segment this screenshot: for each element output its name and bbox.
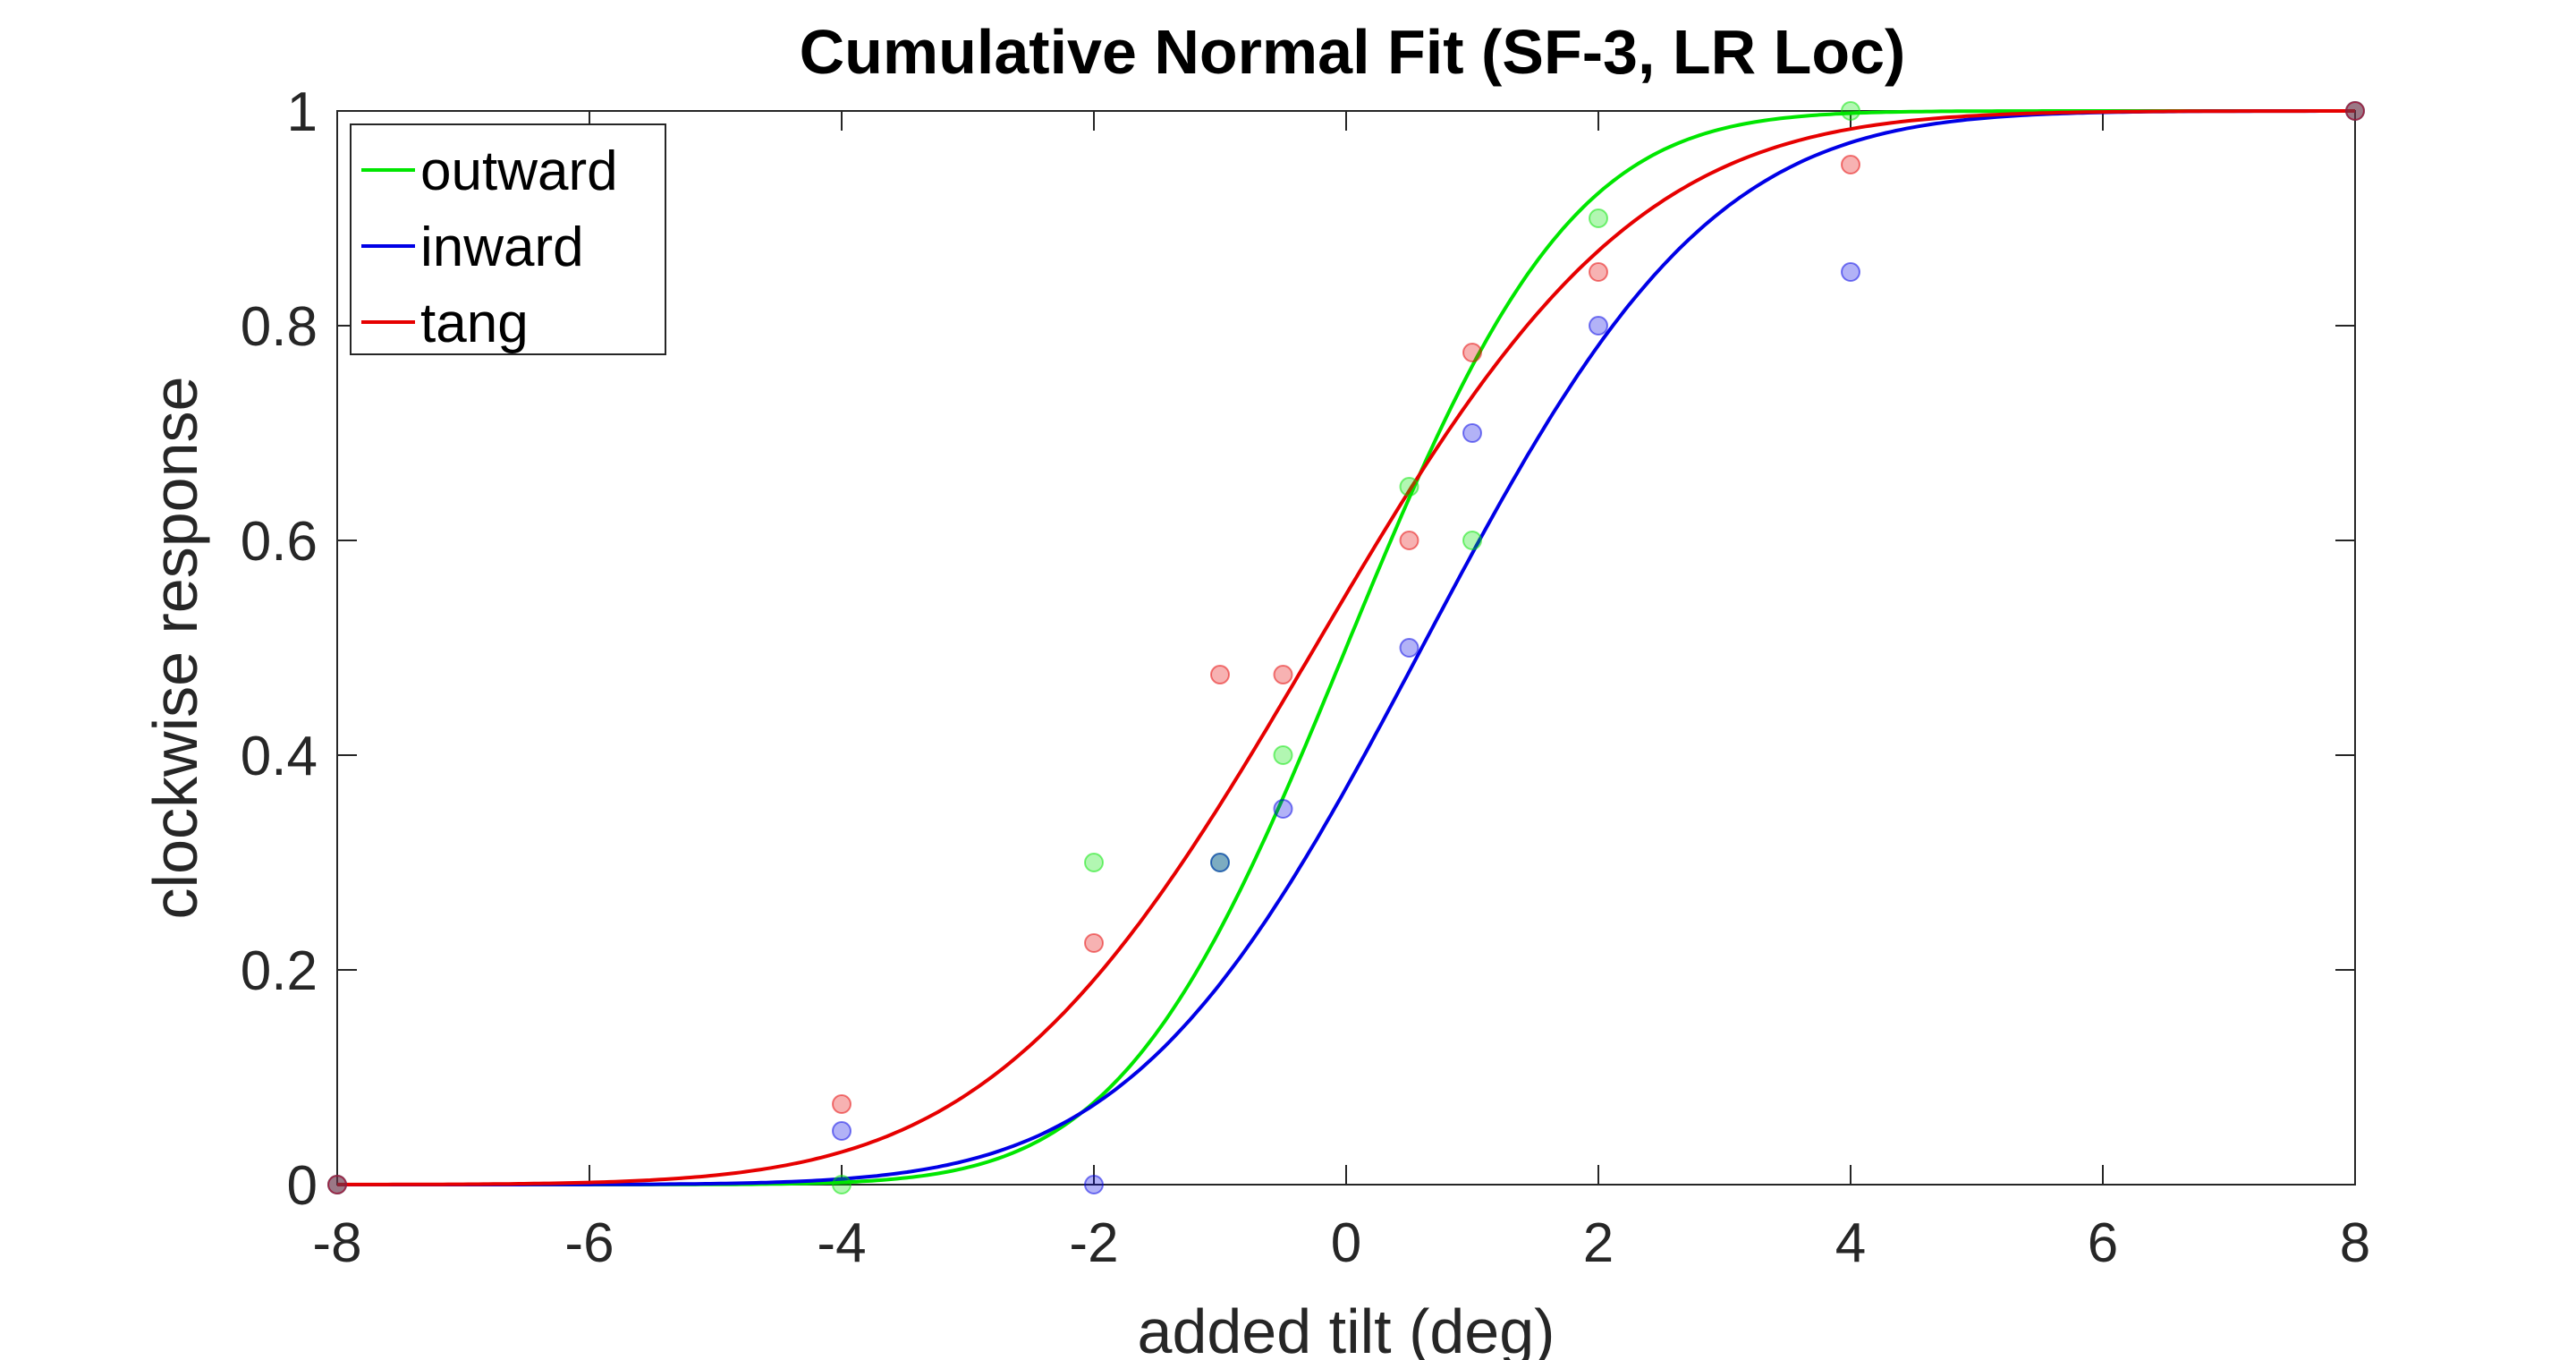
data-point-tang (1399, 531, 1419, 550)
x-axis-label: added tilt (deg) (1138, 1296, 1555, 1360)
x-tick-label: -6 (564, 1212, 614, 1274)
data-point-outward (1084, 853, 1104, 872)
legend: outward inward tang (350, 123, 666, 355)
data-point-outward (1462, 531, 1482, 550)
data-point-inward (1210, 853, 1230, 872)
data-point-outward (1273, 745, 1293, 765)
data-point-tang (1841, 155, 1860, 174)
x-tick-labels: -8 -6 -4 -2 0 2 4 6 8 (312, 1212, 2370, 1274)
fit-curve-tang (337, 109, 2355, 1186)
data-point-inward (1589, 316, 1608, 336)
legend-label-inward: inward (420, 217, 584, 278)
y-tick-label: 0.4 (241, 726, 318, 787)
data-point-inward (1273, 799, 1293, 819)
data-point-outward (832, 1175, 852, 1194)
legend-box (350, 123, 666, 355)
y-tick-label: 0.8 (241, 296, 318, 358)
data-point-tang (1210, 665, 1230, 684)
y-tick-label: 0 (287, 1155, 318, 1217)
data-point-inward (1084, 1175, 1104, 1194)
x-tick-label: -2 (1069, 1212, 1118, 1274)
y-tick-labels: 0 0.2 0.4 0.6 0.8 1 (241, 81, 318, 1217)
x-tick-label: 8 (2340, 1212, 2370, 1274)
y-tick-label: 1 (287, 81, 318, 143)
data-point-outward (1399, 477, 1419, 497)
data-point-inward (1462, 423, 1482, 443)
x-tick-label: 0 (1331, 1212, 1361, 1274)
data-point-tang (327, 1175, 347, 1194)
data-point-tang (2345, 101, 2365, 121)
data-point-tang (1462, 343, 1482, 362)
x-tick-label: 4 (1835, 1212, 1866, 1274)
data-point-inward (832, 1121, 852, 1141)
data-point-tang (1084, 933, 1104, 953)
y-axis-label: clockwise response (140, 377, 210, 920)
data-point-inward (1841, 262, 1860, 282)
y-tick-label: 0.2 (241, 940, 318, 1002)
data-point-tang (1273, 665, 1293, 684)
x-tick-label: -4 (817, 1212, 866, 1274)
y-tick-label: 0.6 (241, 511, 318, 573)
fit-curves (337, 109, 2355, 1186)
data-point-outward (1589, 208, 1608, 228)
data-point-tang (1589, 262, 1608, 282)
x-tick-label: 6 (2088, 1212, 2118, 1274)
legend-label-tang: tang (420, 293, 529, 354)
data-point-inward (1399, 638, 1419, 658)
data-point-outward (1841, 101, 1860, 121)
data-points (327, 101, 2365, 1194)
data-point-tang (832, 1094, 852, 1114)
x-tick-label: 2 (1583, 1212, 1614, 1274)
x-tick-label: -8 (312, 1212, 361, 1274)
legend-label-outward: outward (420, 140, 618, 202)
chart-title: Cumulative Normal Fit (SF-3, LR Loc) (800, 17, 1906, 87)
